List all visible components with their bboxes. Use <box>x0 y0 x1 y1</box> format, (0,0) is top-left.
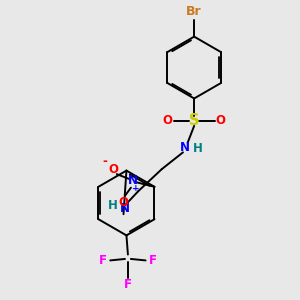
Text: N: N <box>120 202 130 215</box>
Text: O: O <box>108 163 118 176</box>
Text: O: O <box>118 196 129 209</box>
Text: +: + <box>131 184 139 194</box>
Text: O: O <box>216 114 226 127</box>
Text: H: H <box>193 142 202 155</box>
Text: N: N <box>128 173 137 187</box>
Text: F: F <box>124 278 132 291</box>
Text: O: O <box>163 114 173 127</box>
Text: H: H <box>108 200 118 212</box>
Text: N: N <box>180 141 190 154</box>
Text: S: S <box>189 113 200 128</box>
Text: F: F <box>149 254 157 267</box>
Text: Br: Br <box>186 5 202 18</box>
Text: F: F <box>99 254 107 267</box>
Text: -: - <box>103 155 107 168</box>
